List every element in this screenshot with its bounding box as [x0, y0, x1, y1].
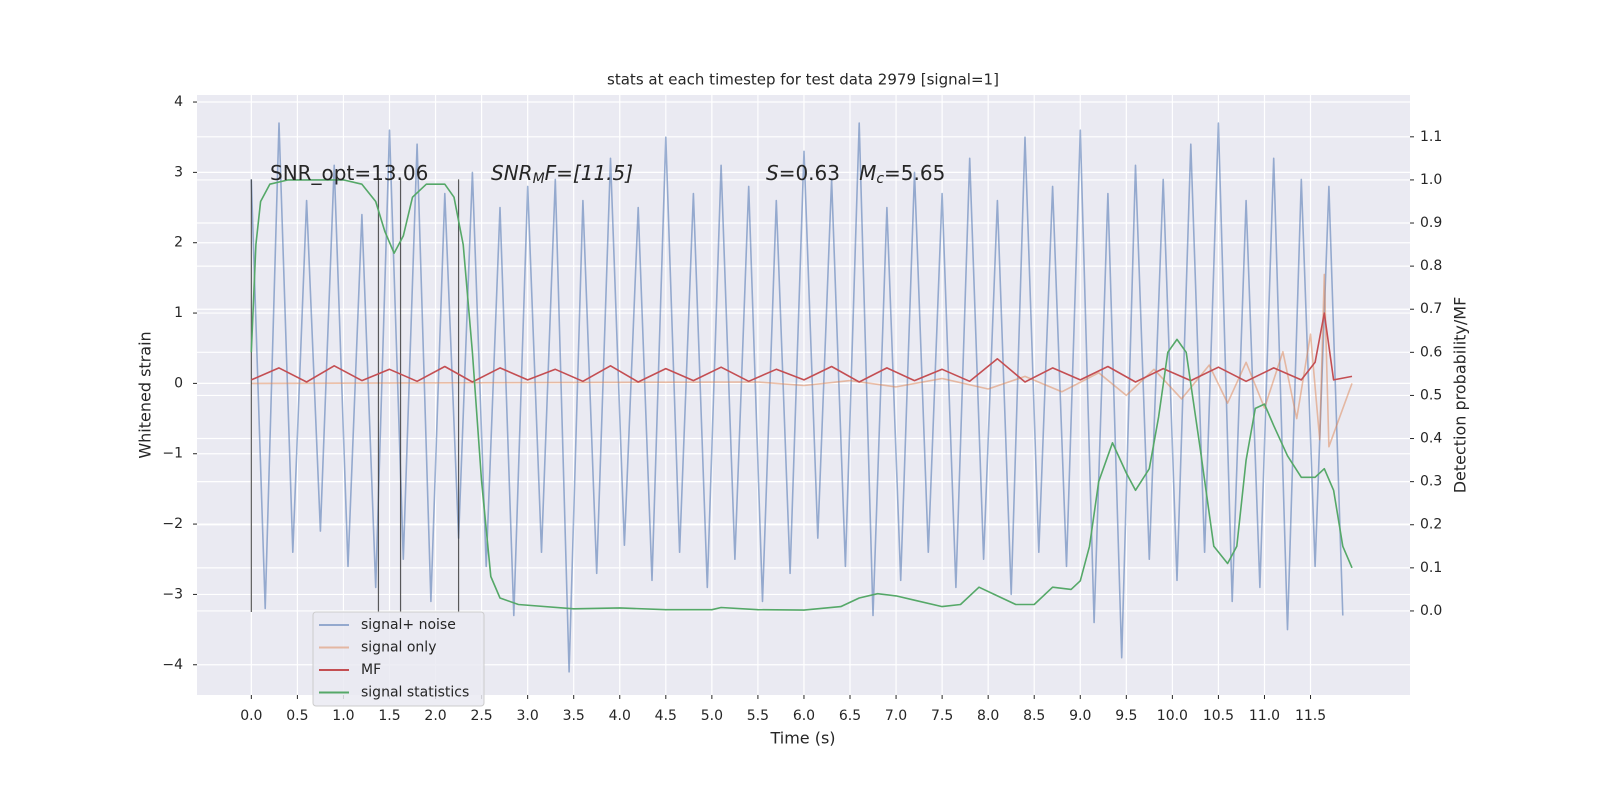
x-tick-label: 2.0 [424, 708, 446, 724]
legend-label: signal+ noise [361, 617, 456, 633]
legend-label: MF [361, 662, 381, 678]
x-tick-label: 1.0 [332, 708, 354, 724]
legend-box [312, 611, 485, 707]
x-tick-label: 10.5 [1203, 708, 1234, 724]
y2-tick-label: 0.9 [1420, 215, 1442, 231]
y2-tick-label: 0.2 [1420, 517, 1442, 533]
series-line [250, 179, 1353, 611]
x-tick-label: 6.0 [793, 708, 815, 724]
legend-label: signal only [361, 640, 436, 656]
x-tick-label: 8.5 [1023, 708, 1045, 724]
x-tick-label: 10.0 [1157, 708, 1188, 724]
y2-tick-label: 0.3 [1420, 474, 1442, 490]
y2-tick-label: 0.5 [1420, 387, 1442, 403]
y-tick-label: −4 [162, 657, 183, 673]
y-tick-label: 4 [174, 94, 183, 110]
annotation-text: F=[11.5] [545, 161, 633, 185]
y-tick-label: 3 [174, 164, 183, 180]
y-tick-label: 0 [174, 375, 183, 391]
annotation: SNR_opt=13.06 [270, 161, 428, 185]
annotation-text: SNR [491, 161, 533, 185]
annotation-text: =0.63 [779, 161, 859, 185]
x-tick-label: 0.5 [286, 708, 308, 724]
x-tick-label: 9.0 [1069, 708, 1091, 724]
x-tick-label: 3.5 [563, 708, 585, 724]
y2-tick-label: 1.1 [1420, 129, 1442, 145]
x-tick-label: 11.0 [1249, 708, 1280, 724]
chart-title: stats at each timestep for test data 297… [607, 71, 999, 89]
x-tick-label: 0.0 [240, 708, 262, 724]
y-axis-label: Whitened strain [136, 331, 155, 458]
annotation: SNRMF=[11.5] [491, 161, 633, 188]
y2-tick-label: 1.0 [1420, 172, 1442, 188]
annotation-text: c [876, 171, 884, 187]
y2-tick-label: 0.4 [1420, 431, 1442, 447]
y-tick-label: −3 [162, 586, 183, 602]
x-tick-label: 2.5 [470, 708, 492, 724]
y-tick-label: 1 [174, 305, 183, 321]
annotation: S=0.63 Mc=5.65 [766, 161, 945, 188]
x-tick-label: 7.5 [931, 708, 953, 724]
y-tick-label: −2 [162, 516, 183, 532]
y-tick-label: −1 [162, 446, 183, 462]
y2-axis-label: Detection probability/MF [1451, 297, 1470, 494]
grid: 0.0 0.5 1.0 1.5 2.0 2.5 3.0 3.5 4.0 4.5 5.0 5.5 6.0 6… [162, 94, 1442, 724]
x-axis-label: Time (s) [769, 729, 835, 748]
marks [250, 122, 1353, 673]
legend-label: signal statistics [361, 685, 469, 701]
series-line [250, 312, 1353, 383]
annotation-text: M [533, 171, 545, 187]
y2-tick-label: 0.6 [1420, 344, 1442, 360]
y2-tick-label: 0.7 [1420, 301, 1442, 317]
x-tick-label: 8.0 [977, 708, 999, 724]
y-tick-label: 2 [174, 235, 183, 251]
x-tick-label: 6.5 [839, 708, 861, 724]
y2-tick-label: 0.8 [1420, 258, 1442, 274]
y2-tick-label: 0.0 [1420, 603, 1442, 619]
y2-tick-label: 0.1 [1420, 560, 1442, 576]
annotation-text: SNR_opt=13.06 [270, 161, 428, 185]
x-tick-label: 9.5 [1115, 708, 1137, 724]
legend: signal+ noise signal only MF signal statist… [312, 611, 485, 707]
x-tick-label: 11.5 [1295, 708, 1326, 724]
annotation-text: S [766, 161, 779, 185]
x-tick-label: 7.0 [885, 708, 907, 724]
x-tick-label: 5.0 [701, 708, 723, 724]
x-tick-label: 5.5 [747, 708, 769, 724]
x-tick-label: 3.0 [517, 708, 539, 724]
series-line [250, 122, 1344, 673]
annotation-text: =5.65 [884, 161, 945, 185]
annotation-text: M [859, 161, 876, 185]
x-tick-label: 4.5 [655, 708, 677, 724]
x-tick-label: 4.0 [609, 708, 631, 724]
series-line [251, 273, 1353, 448]
x-tick-label: 1.5 [378, 708, 400, 724]
